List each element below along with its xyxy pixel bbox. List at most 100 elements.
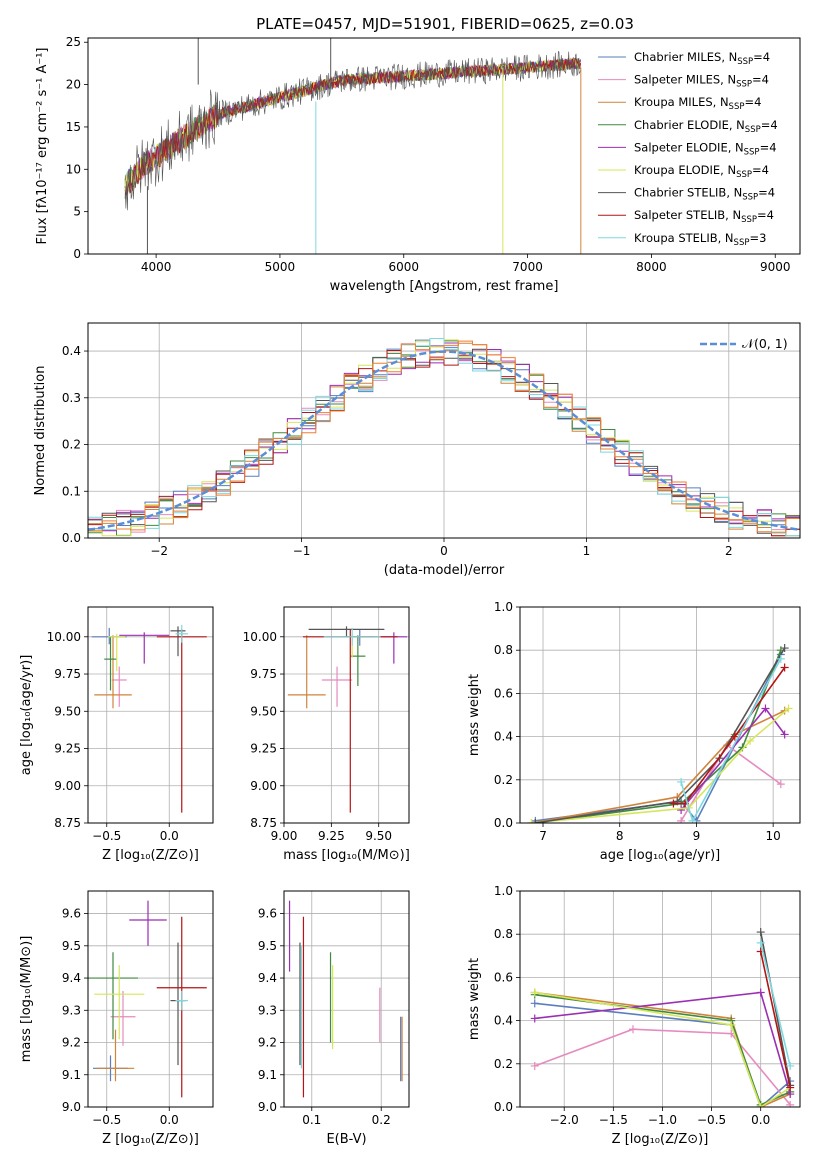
data-point-marker: [776, 654, 785, 663]
data-point-marker: [780, 663, 789, 672]
axes-frame: [87, 322, 801, 539]
residuals-axes: −2 −1 0 1 2 0.0 0.1 0.2 0.3 0.4 (data-model)/error…: [33, 322, 801, 578]
y-tick-label: 0.2: [494, 773, 513, 787]
y-tick-label: 0.8: [494, 643, 513, 657]
x-tick-label: 5000: [265, 260, 296, 274]
y-tick-label: 15: [66, 120, 81, 134]
legend-entry: Salpeter MILES, NSSP=4: [634, 73, 769, 90]
y-tick-label: 20: [66, 78, 81, 92]
x-tick-label: 10: [766, 829, 781, 843]
x-tick-label: 0.1: [302, 1113, 321, 1127]
legend-entry: Chabrier STELIB, NSSP=4: [634, 186, 775, 203]
mass-weight-vs-metallicity-axes: −2.0 −1.5 −1.0 −0.5 0.0 0.0 0.2 0.4 0.6 0.8 1.0 Z […: [467, 884, 801, 1147]
series-line: [759, 931, 791, 1086]
x-tick-label: 0.0: [751, 1113, 770, 1127]
age-vs-mass-axes: 9.00 9.25 9.508.759.009.259.509.7510.00mas…: [243, 606, 410, 863]
y-tick-label: 9.75: [250, 667, 277, 681]
x-tick-label: −0.5: [92, 829, 121, 843]
y-tick-label: 25: [66, 35, 81, 49]
y-tick-label: 9.2: [62, 1036, 81, 1050]
y-axis-label: age [log₁₀(age/yr)]: [19, 655, 34, 776]
y-tick-label: 9.5: [258, 939, 277, 953]
y-tick-label: 9.1: [62, 1068, 81, 1082]
y-tick-label: 9.50: [54, 704, 81, 718]
x-tick-label: −2: [150, 544, 168, 558]
y-axis-label: Normed distribution: [33, 366, 48, 496]
x-tick-label: 1: [583, 544, 591, 558]
y-tick-label: 0.1: [62, 484, 81, 498]
axes-frame: [87, 890, 214, 1108]
legend-entry: Chabrier ELODIE, NSSP=4: [634, 118, 778, 135]
y-tick-label: 0.2: [494, 1057, 513, 1071]
x-tick-label: 9.00: [271, 829, 298, 843]
x-axis-label: age [log₁₀(age/yr)]: [600, 848, 721, 863]
data-point-marker: [756, 928, 765, 937]
y-tick-label: 9.4: [258, 971, 277, 985]
y-tick-label: 0.0: [494, 816, 513, 830]
axes-frame: [519, 606, 801, 824]
y-tick-label: 0.6: [494, 970, 513, 984]
data-point-marker: [677, 777, 686, 786]
y-tick-label: 9.2: [258, 1036, 277, 1050]
y-tick-label: 0.4: [494, 730, 513, 744]
data-point-marker: [527, 819, 536, 823]
x-tick-label: 2: [725, 544, 733, 558]
figure-title: PLATE=0457, MJD=51901, FIBERID=0625, z=0…: [256, 15, 634, 33]
y-tick-label: 1.0: [494, 884, 513, 898]
legend-entry: 𝒩(0, 1): [742, 336, 788, 351]
x-tick-label: 0.0: [160, 1113, 179, 1127]
y-tick-label: 8.75: [54, 816, 81, 830]
data-point-marker: [756, 988, 765, 997]
y-tick-label: 0.2: [62, 438, 81, 452]
y-axis-label: mass weight: [467, 958, 482, 1040]
data-point-marker: [746, 736, 755, 745]
y-tick-label: 9.00: [54, 779, 81, 793]
legend-entry: Kroupa MILES, NSSP=4: [634, 95, 761, 112]
legend-entry: Kroupa ELODIE, NSSP=4: [634, 163, 769, 180]
x-tick-label: −0.5: [92, 1113, 121, 1127]
spectrum-line: [124, 50, 581, 211]
legend-entry: Chabrier MILES, NSSP=4: [634, 50, 770, 67]
data-point-marker: [677, 806, 686, 815]
y-tick-label: 8.75: [250, 816, 277, 830]
plot-area: [91, 624, 207, 813]
y-tick-label: 9.25: [54, 742, 81, 756]
y-tick-label: 10: [66, 162, 81, 176]
data-point-marker: [786, 1061, 795, 1070]
plot-area: [88, 900, 207, 1098]
data-point-marker: [530, 999, 539, 1008]
data-point-marker: [531, 819, 540, 823]
y-tick-label: 9.6: [62, 907, 81, 921]
x-tick-label: 0.0: [160, 829, 179, 843]
y-tick-label: 0.0: [62, 531, 81, 545]
legend-entry: Salpeter ELODIE, NSSP=4: [634, 140, 777, 157]
x-tick-label: 0: [440, 544, 448, 558]
spectrum-axes: 4000 5000 6000 7000 8000 9000 0 5 10 15 20 25 wavele…: [35, 35, 801, 294]
data-point-marker: [786, 1083, 795, 1092]
series-line: [535, 654, 782, 823]
y-tick-label: 5: [73, 205, 81, 219]
plot-area: [288, 900, 403, 1098]
mass-vs-metallicity-axes: −0.5 0.0 9.0 9.1 9.2 9.3 9.4 9.5 9.6 Z [log₁₀(Z/Z…: [19, 890, 214, 1147]
data-point-marker: [784, 704, 793, 713]
axes-frame: [519, 890, 801, 1108]
normal-curve: [88, 350, 800, 532]
x-axis-label: wavelength [Angstrom, rest frame]: [330, 279, 559, 294]
data-point-marker: [730, 732, 739, 741]
x-tick-label: −1.0: [648, 1113, 677, 1127]
x-tick-label: 7000: [512, 260, 543, 274]
series-line: [534, 1028, 791, 1106]
y-tick-label: 0.3: [62, 391, 81, 405]
age-vs-metallicity-axes: −0.5 0.0 8.75 9.00 9.25 9.50 9.75 10.00 Z [log₁₀…: [19, 606, 214, 863]
y-tick-label: 9.3: [62, 1003, 81, 1017]
data-point-marker: [530, 988, 539, 997]
y-tick-label: 0.6: [494, 686, 513, 700]
y-tick-label: 10.00: [47, 630, 81, 644]
data-point-marker: [780, 730, 789, 739]
data-point-marker: [756, 1103, 765, 1107]
y-tick-label: 9.3: [258, 1003, 277, 1017]
x-tick-label: 8: [616, 829, 624, 843]
y-tick-label: 0.4: [494, 1014, 513, 1028]
y-tick-label: 9.6: [258, 907, 277, 921]
y-tick-label: 9.25: [250, 742, 277, 756]
